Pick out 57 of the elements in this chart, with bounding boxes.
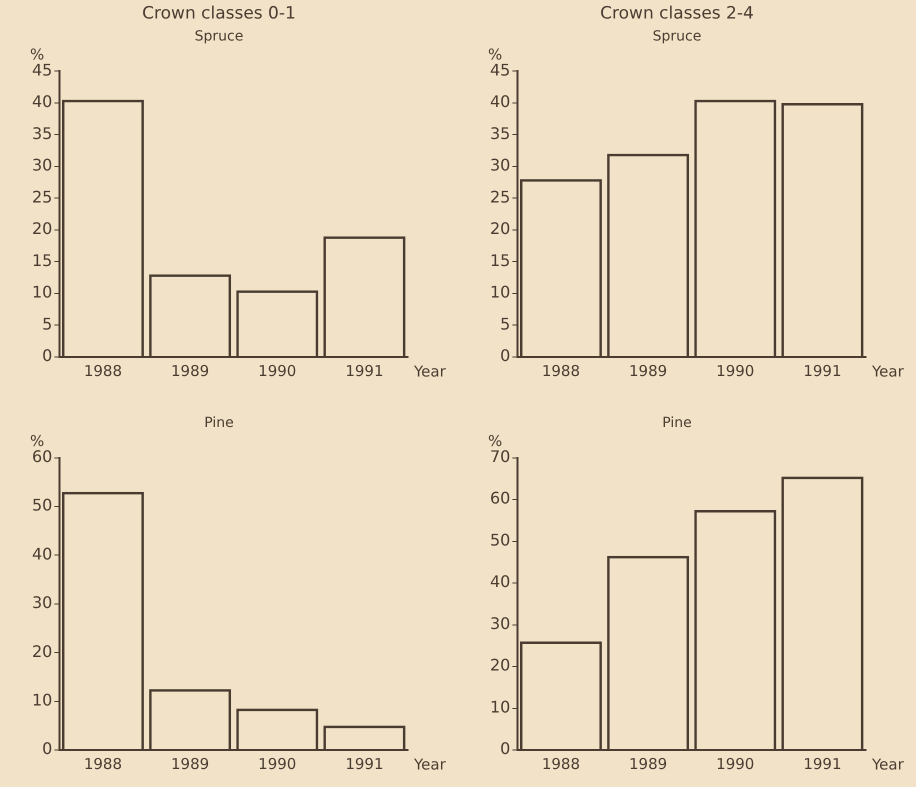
y-tick-label: 0 <box>500 346 510 366</box>
y-tick-label: 20 <box>490 219 510 238</box>
y-tick-label: 20 <box>490 656 510 675</box>
y-tick-label: 40 <box>490 92 510 112</box>
y-tick-label: 15 <box>490 250 510 270</box>
y-tick-label: 0 <box>42 739 52 758</box>
chart-title: Crown classes 2-4 <box>600 4 754 24</box>
x-axis-title: Year <box>413 755 447 774</box>
y-tick-label: 40 <box>490 572 510 592</box>
y-tick-label: 60 <box>490 488 510 508</box>
y-tick-label: 5 <box>500 314 510 334</box>
y-tick-label: 20 <box>32 219 52 238</box>
y-tick-label: 10 <box>490 697 510 716</box>
x-tick-label: 1988 <box>542 754 580 773</box>
x-tick-label: 1991 <box>803 754 842 773</box>
y-tick-label: 50 <box>490 530 510 550</box>
y-tick-label: 10 <box>490 282 510 302</box>
chart-subtitle: Spruce <box>652 28 702 44</box>
chart-subtitle: Spruce <box>194 28 244 44</box>
x-tick-label: 1991 <box>345 754 384 773</box>
y-tick-label: 30 <box>32 156 52 175</box>
x-axis-title: Year <box>871 362 905 380</box>
x-tick-label: 1988 <box>84 754 122 773</box>
x-axis-title: Year <box>413 362 447 380</box>
x-tick-label: 1990 <box>258 754 296 773</box>
y-tick-label: 50 <box>32 496 52 515</box>
y-tick-label: 35 <box>32 124 52 143</box>
y-tick-label: 10 <box>32 690 52 710</box>
y-tick-label: 35 <box>490 124 510 143</box>
x-tick-label: 1989 <box>629 754 668 773</box>
x-tick-label: 1990 <box>716 362 754 380</box>
y-tick-label: 15 <box>32 250 52 270</box>
y-tick-label: 25 <box>32 187 52 206</box>
chart-subtitle: Pine <box>662 415 692 432</box>
x-tick-label: 1990 <box>258 362 296 380</box>
x-tick-label: 1988 <box>84 362 122 380</box>
x-tick-label: 1991 <box>803 362 842 380</box>
y-tick-label: 40 <box>32 92 52 112</box>
y-tick-label: 5 <box>42 314 52 334</box>
y-tick-label: 30 <box>32 593 52 612</box>
x-tick-label: 1989 <box>171 362 210 380</box>
y-tick-label: 0 <box>42 346 52 366</box>
x-tick-label: 1989 <box>629 362 668 380</box>
x-tick-label: 1991 <box>345 362 384 380</box>
y-tick-label: 30 <box>490 614 510 633</box>
chart-title: Crown classes 0-1 <box>142 4 296 24</box>
x-axis-title: Year <box>871 755 905 774</box>
y-tick-label: 30 <box>490 156 510 175</box>
y-tick-label: 40 <box>32 544 52 564</box>
y-tick-label: 25 <box>490 187 510 206</box>
chart-subtitle: Pine <box>204 415 234 432</box>
y-tick-label: 10 <box>32 282 52 302</box>
x-tick-label: 1990 <box>716 754 754 773</box>
x-tick-label: 1988 <box>542 362 580 380</box>
x-tick-label: 1989 <box>171 754 210 773</box>
y-tick-label: 20 <box>32 642 52 661</box>
y-tick-label: 0 <box>500 739 510 758</box>
